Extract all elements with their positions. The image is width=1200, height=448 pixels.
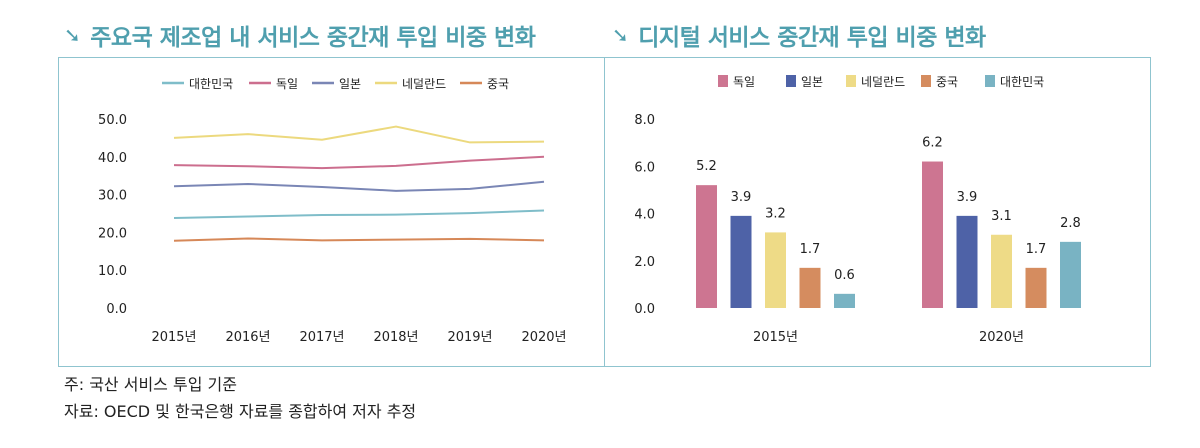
legend-label: 중국 — [936, 75, 958, 89]
y-tick-label: 8.0 — [634, 113, 655, 128]
bar — [956, 215, 978, 308]
legend-swatch — [985, 75, 995, 87]
y-tick-label: 20.0 — [98, 226, 127, 241]
y-tick-label: 30.0 — [98, 189, 127, 204]
legend-swatch — [718, 75, 728, 87]
legend-label: 일본 — [339, 77, 361, 91]
legend-label: 중국 — [487, 77, 509, 91]
legend-swatch — [786, 75, 796, 87]
legend-label: 대한민국 — [189, 77, 233, 91]
bar — [696, 185, 717, 308]
legend-label: 독일 — [276, 77, 298, 91]
y-tick-label: 2.0 — [634, 255, 655, 270]
arrow-down-right-icon: ➘ — [612, 23, 629, 47]
series-line — [173, 125, 545, 144]
legend-label: 독일 — [733, 75, 755, 89]
legend-label: 네덜란드 — [861, 75, 905, 89]
y-tick-label: 0.0 — [106, 302, 127, 317]
y-tick-label: 10.0 — [98, 264, 127, 279]
y-tick-label: 0.0 — [634, 302, 655, 317]
x-tick-label: 2015년 — [151, 330, 196, 345]
bar-value-label: 1.7 — [800, 242, 821, 257]
x-tick-label: 2019년 — [447, 330, 492, 345]
bar-value-label: 1.7 — [1026, 242, 1047, 257]
bar — [922, 161, 943, 308]
legend-label: 일본 — [801, 75, 823, 89]
x-tick-label: 2016년 — [225, 330, 270, 345]
left-panel-title: ➘ 주요국 제조업 내 서비스 중간재 투입 비중 변화 — [64, 18, 536, 52]
bar-value-label: 5.2 — [696, 159, 717, 174]
bar-value-label: 6.2 — [922, 136, 943, 151]
bar-chart: 독일 일본 네덜란드 중국 대한민국 0.0 2.0 4.0 6.0 8.0 5.2 3.9 3.2 1.… — [634, 75, 1081, 345]
bar — [765, 232, 786, 308]
legend-swatch — [846, 75, 856, 87]
bar-value-label: 3.9 — [731, 190, 752, 205]
x-tick-label: 2015년 — [753, 330, 798, 345]
line-chart: 대한민국 독일 일본 네덜란드 중국 0.0 10.0 20.0 30.0 40.0 50.0 201… — [98, 77, 566, 345]
bar-value-label: 3.1 — [991, 209, 1012, 224]
bar-value-label: 3.2 — [765, 206, 786, 221]
y-tick-label: 50.0 — [98, 113, 127, 128]
bar — [1060, 241, 1081, 308]
bar — [991, 234, 1012, 308]
y-tick-label: 40.0 — [98, 151, 127, 166]
arrow-down-right-icon: ➘ — [64, 23, 81, 47]
series-line — [173, 237, 545, 242]
series-line — [173, 209, 545, 220]
right-title-text: 디지털 서비스 중간재 투입 비중 변화 — [638, 25, 986, 51]
y-tick-label: 4.0 — [634, 208, 655, 223]
bar-value-label: 0.6 — [834, 268, 855, 283]
bar-value-label: 3.9 — [957, 190, 978, 205]
bar — [799, 267, 821, 308]
footnote-basis: 주: 국산 서비스 투입 기준 — [64, 375, 237, 394]
x-tick-label: 2020년 — [979, 330, 1024, 345]
footnote-source: 자료: OECD 및 한국은행 자료를 종합하여 저자 추정 — [64, 402, 417, 421]
line-chart-frame: 대한민국 독일 일본 네덜란드 중국 0.0 10.0 20.0 30.0 40.0 50.0 201… — [58, 57, 606, 367]
legend-label: 대한민국 — [1000, 75, 1044, 89]
left-title-text: 주요국 제조업 내 서비스 중간재 투입 비중 변화 — [90, 25, 536, 51]
bar-chart-frame: 독일 일본 네덜란드 중국 대한민국 0.0 2.0 4.0 6.0 8.0 5.2 3.9 3.2 1.… — [604, 57, 1151, 367]
bar — [730, 215, 752, 308]
bar-value-label: 2.8 — [1060, 216, 1081, 231]
series-line — [173, 155, 545, 170]
legend-swatch — [921, 75, 931, 87]
x-tick-label: 2020년 — [521, 330, 566, 345]
y-tick-label: 6.0 — [634, 160, 655, 175]
bar — [1025, 267, 1047, 308]
x-tick-label: 2017년 — [299, 330, 344, 345]
bar — [834, 293, 855, 308]
series-line — [173, 180, 545, 192]
legend-label: 네덜란드 — [402, 77, 446, 91]
right-panel-title: ➘ 디지털 서비스 중간재 투입 비중 변화 — [612, 18, 986, 52]
x-tick-label: 2018년 — [373, 330, 418, 345]
